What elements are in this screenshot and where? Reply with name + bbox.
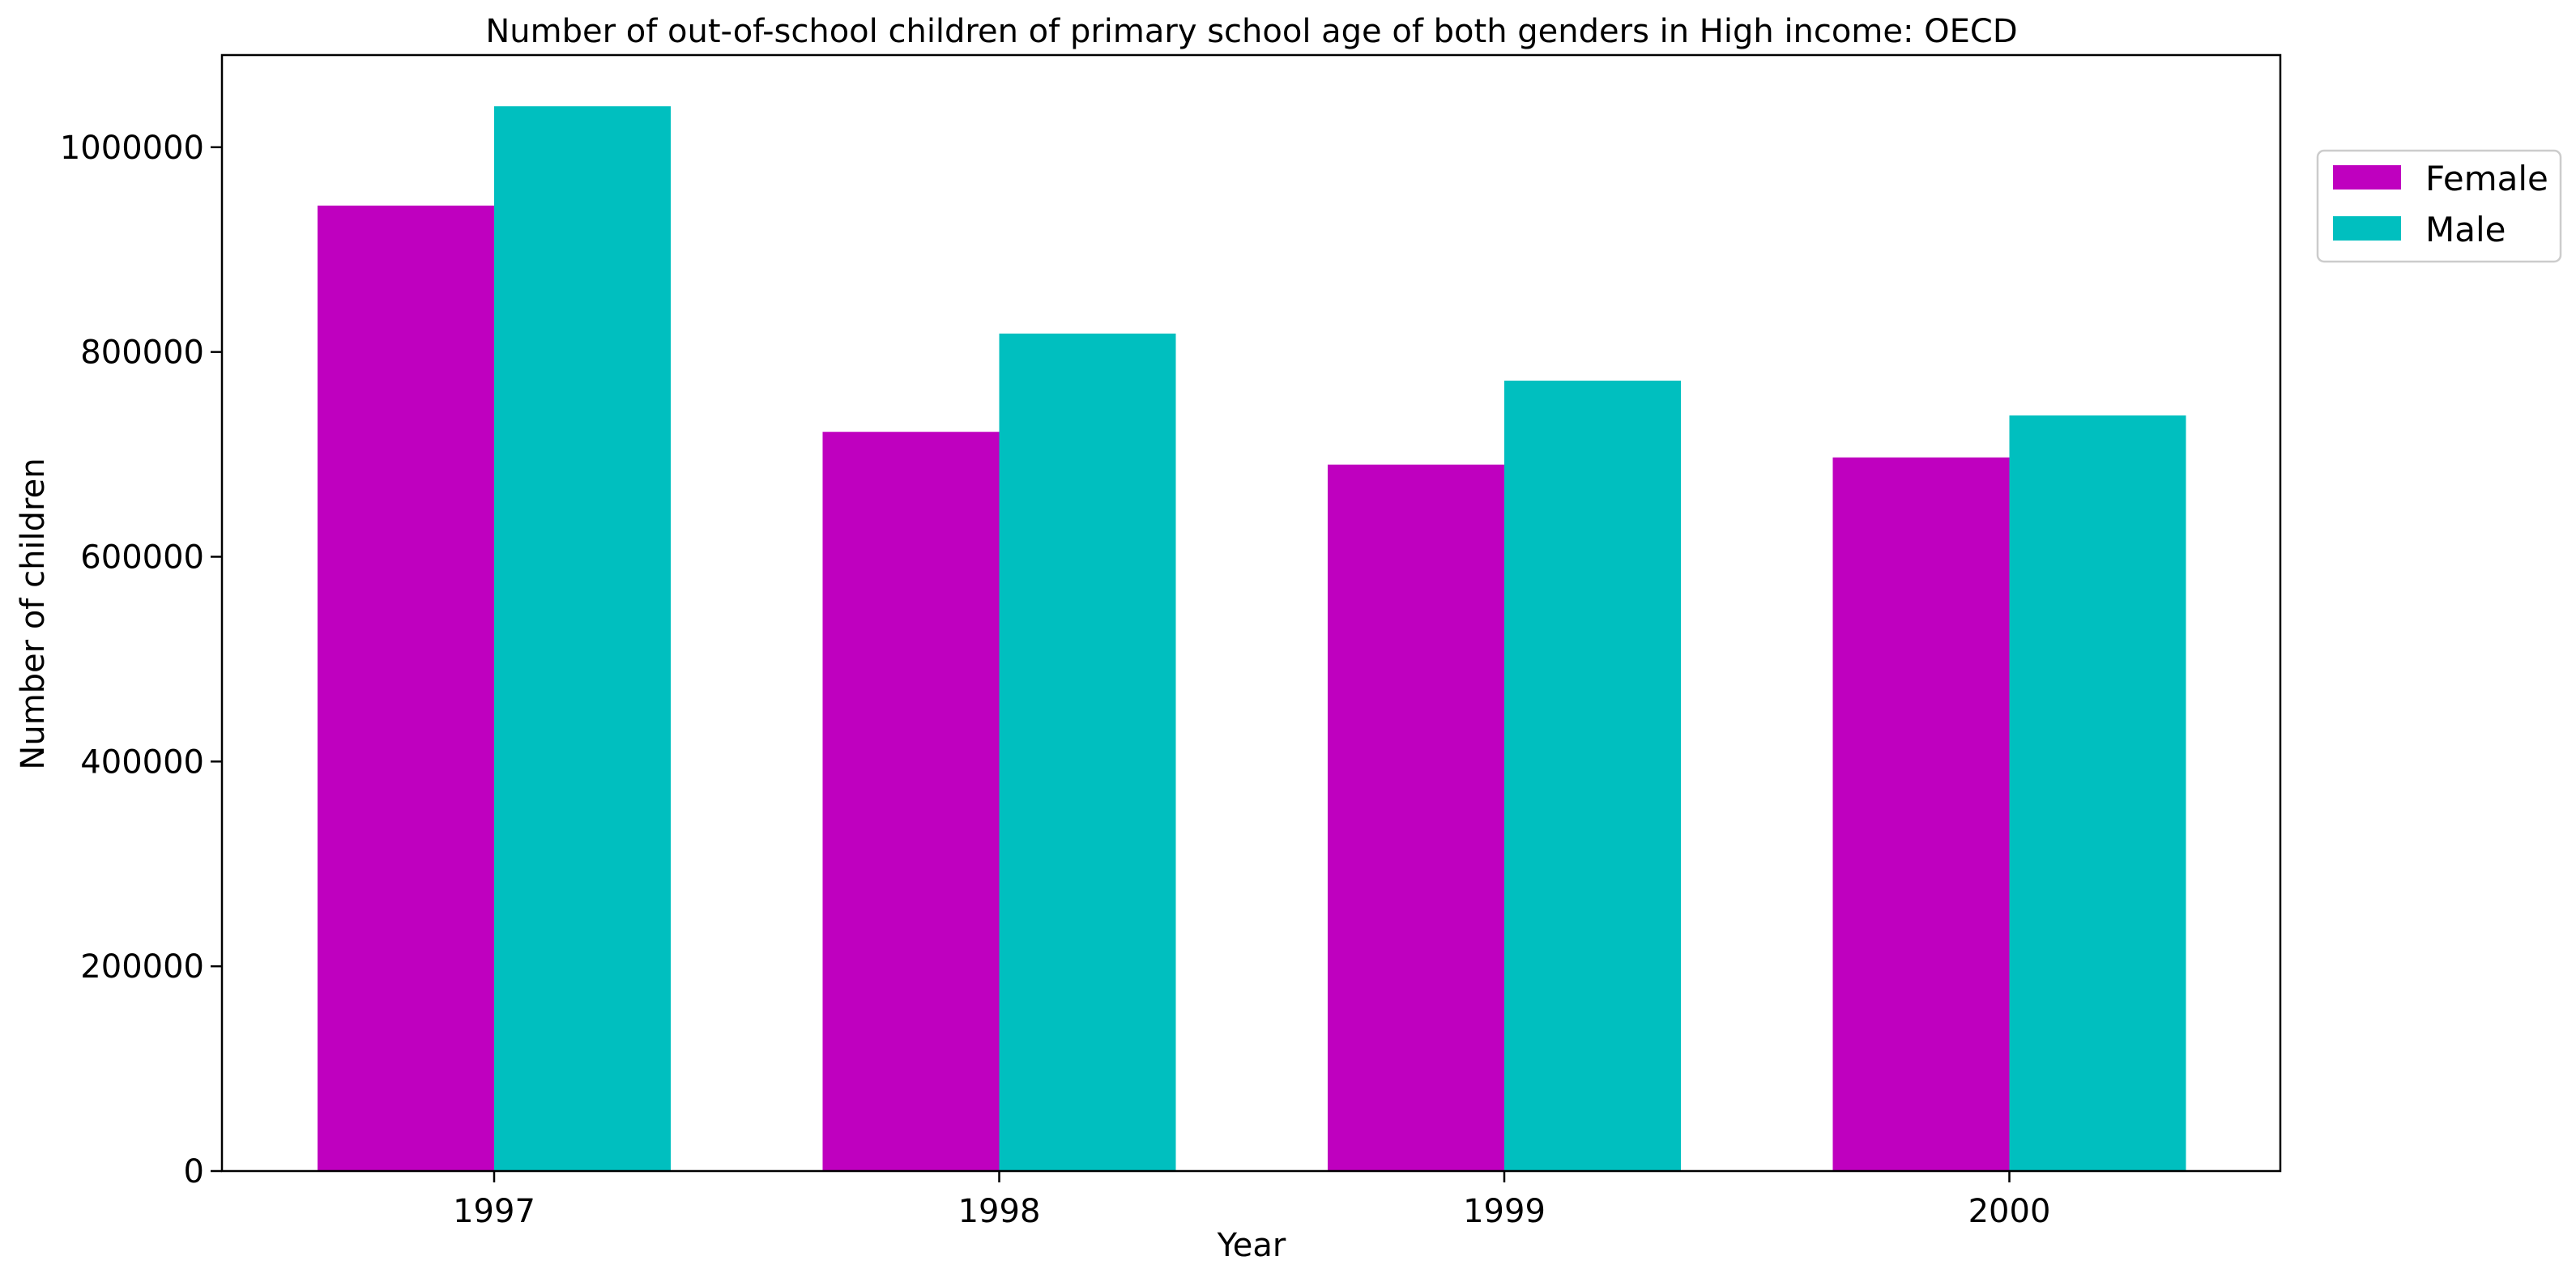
bar-female-1998 [822,432,1000,1171]
plot-frame [220,53,2282,1173]
bars-layer [318,106,2186,1172]
x-tick-label: 1997 [453,1193,535,1230]
bar-female-2000 [1832,457,2010,1171]
x-axis-ticks: 1997 1998 1999 2000 [453,1171,2050,1230]
y-tick-label: 200000 [80,948,204,986]
bar-female-1997 [318,205,494,1172]
bar-male-1997 [494,106,671,1171]
y-tick-label: 400000 [80,743,204,781]
y-axis-ticks: 0 200000 400000 600000 800000 1000000 [60,130,222,1190]
x-tick-label: 1998 [958,1193,1041,1230]
x-axis-label: Year [1217,1227,1286,1264]
bar-male-2000 [2009,415,2186,1171]
bar-male-1999 [1504,381,1681,1172]
y-axis-label: Number of children [15,458,52,769]
y-tick-label: 600000 [80,539,204,576]
chart-title: Number of out-of-school children of prim… [485,13,2017,50]
legend-label-male: Male [2425,210,2506,249]
legend: Female Male [2316,149,2562,263]
legend-label-female: Female [2425,159,2548,198]
bar-female-1999 [1328,464,1504,1171]
x-tick-label: 2000 [1968,1193,2051,1230]
x-tick-label: 1999 [1463,1193,1546,1230]
legend-swatch-female [2333,165,2401,190]
y-tick-label: 0 [184,1153,204,1190]
y-tick-label: 800000 [80,334,204,372]
y-tick-label: 1000000 [60,130,204,167]
bar-male-1998 [999,333,1176,1171]
legend-swatch-male [2333,216,2401,241]
